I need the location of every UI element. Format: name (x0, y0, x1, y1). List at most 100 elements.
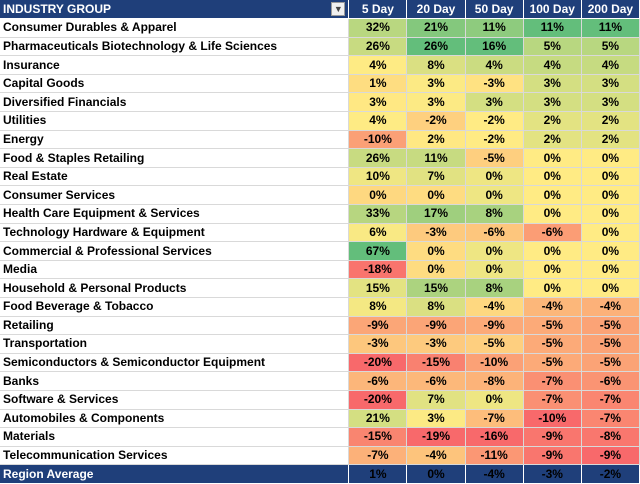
value-cell-100-day: -6% (523, 223, 582, 243)
column-header-50-day[interactable]: 50 Day (465, 0, 524, 20)
value-cell-50-day: -5% (465, 148, 524, 168)
industry-group-name: Software & Services (0, 390, 350, 410)
value-cell-100-day: 5% (523, 37, 582, 57)
value-cell-20-day: 7% (406, 390, 466, 410)
value-cell-50-day: 3% (465, 92, 524, 113)
value-cell-100-day: -9% (523, 446, 582, 466)
value-cell-5-day: 4% (348, 111, 408, 131)
value-cell-20-day: -9% (406, 316, 466, 336)
table-row: Technology Hardware & Equipment 6% -3% -6% -… (0, 223, 640, 243)
value-cell-100-day: 4% (523, 55, 582, 75)
value-cell-100-day: -5% (523, 353, 582, 373)
value-cell-100-day: 2% (523, 130, 582, 150)
value-cell-20-day: 11% (406, 148, 466, 168)
value-cell-100-day: 3% (523, 92, 582, 113)
value-cell-100-day: 0% (523, 204, 582, 224)
value-cell-200-day: 0% (581, 204, 640, 224)
value-cell-5-day: -3% (348, 334, 408, 354)
value-cell-20-day: 7% (406, 167, 466, 187)
table-row: Commercial & Professional Services 67% 0% 0… (0, 241, 640, 261)
table-row: Utilities 4% -2% -2% 2% 2% (0, 111, 640, 131)
value-cell-100-day: 2% (523, 111, 582, 131)
value-cell-50-day: -10% (465, 353, 524, 373)
value-cell-100-day: 0% (523, 241, 582, 261)
value-cell-5-day: -6% (348, 371, 408, 391)
column-header-100-day[interactable]: 100 Day (523, 0, 582, 20)
value-cell-50-day: -7% (465, 409, 524, 429)
column-header-5-day[interactable]: 5 Day (348, 0, 408, 20)
value-cell-5-day: -20% (348, 390, 408, 410)
value-cell-100-day: -10% (523, 409, 582, 429)
value-cell-100-day: -9% (523, 427, 582, 447)
industry-group-name: Banks (0, 371, 350, 391)
industry-group-name: Consumer Durables & Apparel (0, 18, 350, 38)
value-cell-5-day: -20% (348, 353, 408, 373)
region-average-100-day: -3% (523, 464, 582, 484)
value-cell-20-day: 3% (406, 92, 466, 113)
value-cell-200-day: -5% (581, 316, 640, 336)
value-cell-100-day: 11% (523, 18, 582, 38)
table-row: Household & Personal Products 15% 15% 8% 0% 0… (0, 278, 640, 298)
value-cell-5-day: 8% (348, 297, 408, 317)
value-cell-5-day: 6% (348, 223, 408, 243)
table-row: Food & Staples Retailing 26% 11% -5% 0% 0% (0, 148, 640, 168)
value-cell-200-day: 0% (581, 260, 640, 280)
value-cell-20-day: 15% (406, 278, 466, 298)
table-row: Consumer Durables & Apparel 32% 21% 11% 11% 1… (0, 18, 640, 38)
value-cell-20-day: 26% (406, 37, 466, 57)
value-cell-5-day: 32% (348, 18, 408, 38)
value-cell-50-day: -2% (465, 130, 524, 150)
value-cell-5-day: 26% (348, 148, 408, 168)
industry-group-name: Materials (0, 427, 350, 447)
industry-group-name: Media (0, 260, 350, 280)
industry-group-name: Energy (0, 130, 350, 150)
value-cell-100-day: 0% (523, 260, 582, 280)
table-row: Insurance 4% 8% 4% 4% 4% (0, 55, 640, 75)
value-cell-50-day: 8% (465, 204, 524, 224)
value-cell-50-day: -9% (465, 316, 524, 336)
industry-group-name: Technology Hardware & Equipment (0, 223, 350, 243)
industry-group-name: Transportation (0, 334, 350, 354)
region-average-row: Region Average 1% 0% -4% -3% -2% (0, 464, 640, 484)
value-cell-20-day: 21% (406, 18, 466, 38)
table-row: Telecommunication Services -7% -4% -11% -9% -… (0, 446, 640, 466)
table-row: Energy -10% 2% -2% 2% 2% (0, 130, 640, 150)
value-cell-5-day: -7% (348, 446, 408, 466)
value-cell-5-day: 33% (348, 204, 408, 224)
value-cell-5-day: -10% (348, 130, 408, 150)
value-cell-20-day: -3% (406, 334, 466, 354)
filter-dropdown-icon[interactable]: ▼ (331, 2, 346, 16)
column-header-20-day[interactable]: 20 Day (406, 0, 466, 20)
column-header-200-day[interactable]: 200 Day (581, 0, 640, 20)
value-cell-200-day: -5% (581, 334, 640, 354)
value-cell-50-day: -2% (465, 111, 524, 131)
value-cell-20-day: -2% (406, 111, 466, 131)
header-row: INDUSTRY GROUP ▼ 5 Day 20 Day 50 Day 100… (0, 0, 640, 20)
value-cell-200-day: -7% (581, 409, 640, 429)
table-row: Food Beverage & Tobacco 8% 8% -4% -4% -4% (0, 297, 640, 317)
value-cell-20-day: -15% (406, 353, 466, 373)
value-cell-20-day: -6% (406, 371, 466, 391)
value-cell-100-day: -7% (523, 371, 582, 391)
value-cell-5-day: -15% (348, 427, 408, 447)
industry-group-name: Insurance (0, 55, 350, 75)
industry-group-name: Utilities (0, 111, 350, 131)
table-row: Automobiles & Components 21% 3% -7% -10% -7% (0, 409, 640, 429)
value-cell-5-day: 3% (348, 92, 408, 113)
table-row: Real Estate 10% 7% 0% 0% 0% (0, 167, 640, 187)
region-average-label: Region Average (0, 464, 350, 484)
table-row: Banks -6% -6% -8% -7% -6% (0, 371, 640, 391)
table-row: Materials -15% -19% -16% -9% -8% (0, 427, 640, 447)
value-cell-200-day: 2% (581, 111, 640, 131)
value-cell-20-day: 3% (406, 74, 466, 94)
industry-group-name: Real Estate (0, 167, 350, 187)
table-row: Semiconductors & Semiconductor Equipment… (0, 353, 640, 373)
industry-group-name: Commercial & Professional Services (0, 241, 350, 261)
value-cell-100-day: -7% (523, 390, 582, 410)
industry-group-header: INDUSTRY GROUP ▼ (0, 0, 350, 20)
value-cell-100-day: 3% (523, 74, 582, 94)
value-cell-200-day: -9% (581, 446, 640, 466)
value-cell-20-day: 0% (406, 241, 466, 261)
value-cell-50-day: -4% (465, 297, 524, 317)
